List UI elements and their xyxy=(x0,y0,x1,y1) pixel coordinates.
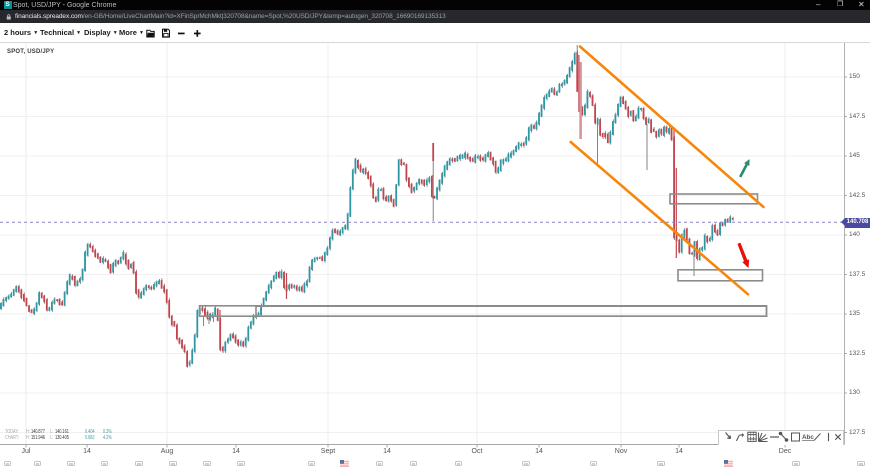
svg-text:Abc: Abc xyxy=(802,434,814,441)
